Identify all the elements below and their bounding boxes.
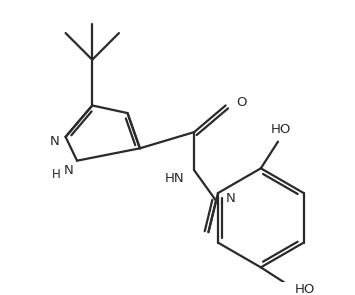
Text: N: N xyxy=(225,192,235,205)
Text: HO: HO xyxy=(271,123,291,136)
Text: N: N xyxy=(49,135,59,148)
Text: HO: HO xyxy=(294,283,315,295)
Text: HN: HN xyxy=(165,172,185,185)
Text: O: O xyxy=(236,96,247,109)
Text: N: N xyxy=(64,164,73,177)
Text: H: H xyxy=(52,168,60,181)
